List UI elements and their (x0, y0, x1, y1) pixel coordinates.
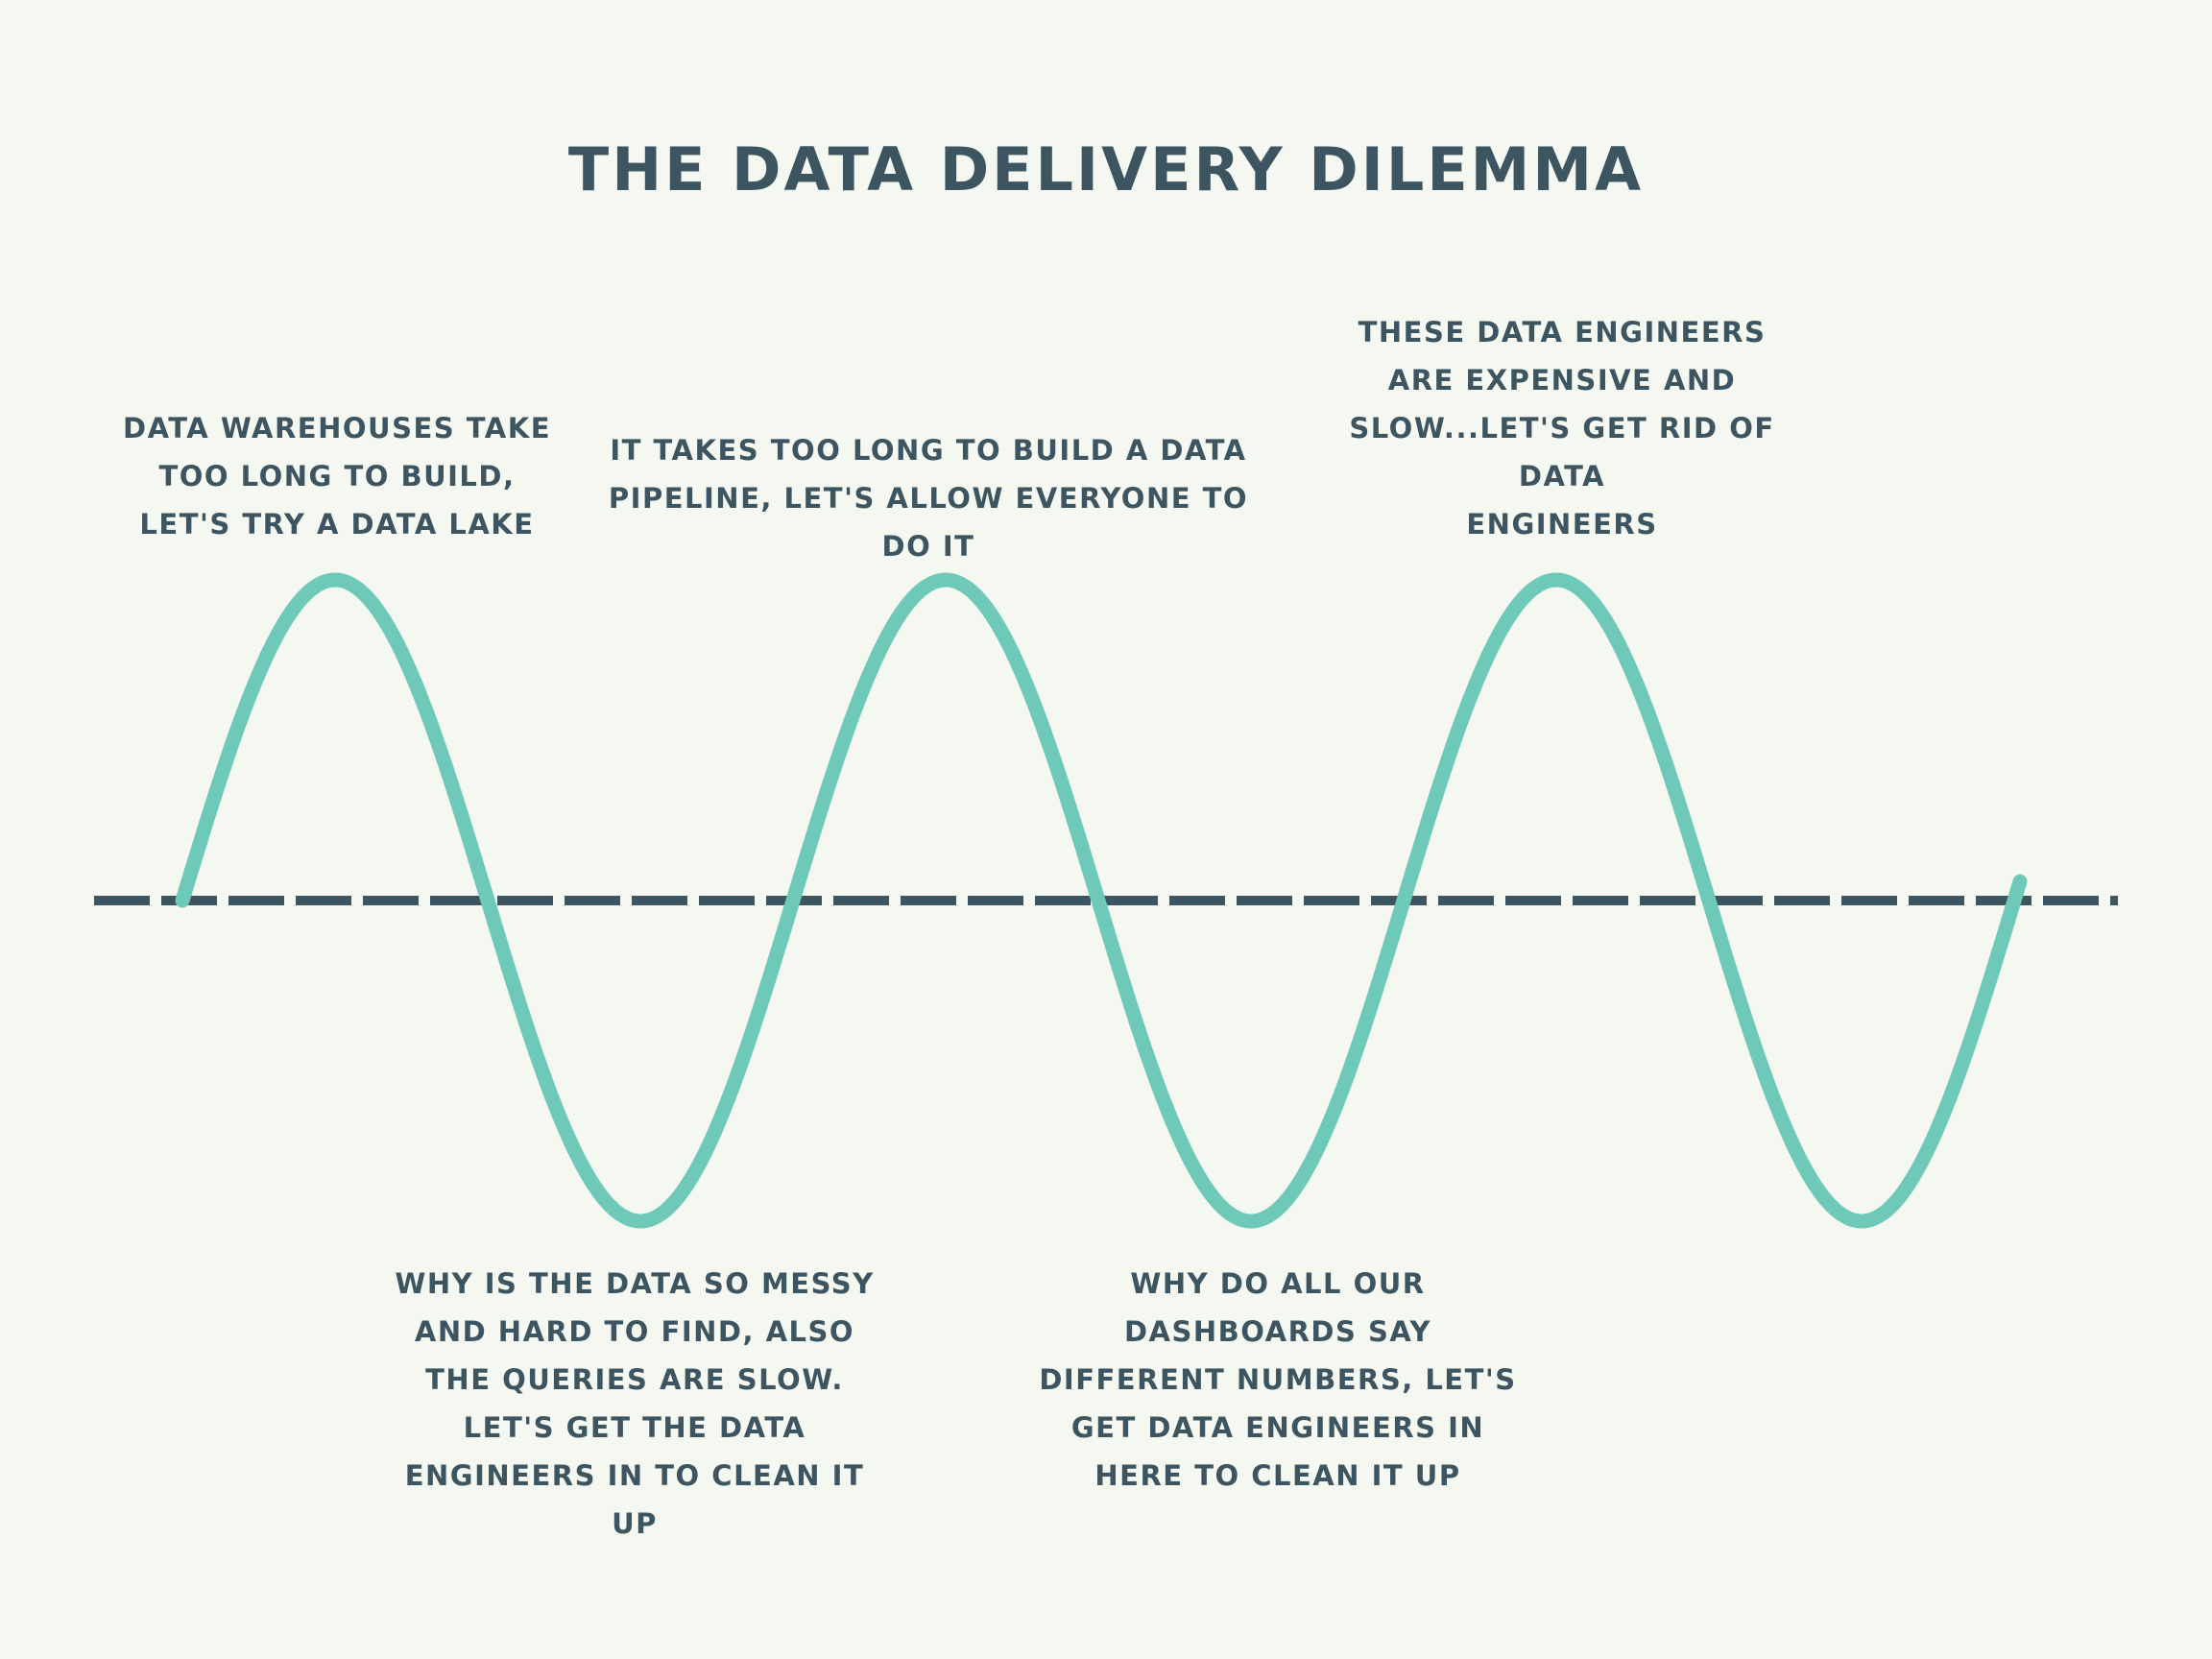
sine-wave (175, 572, 2028, 1229)
note-trough-2: WHY DO ALL OUR DASHBOARDS SAY DIFFERENT … (1039, 1267, 1517, 1492)
diagram-title: THE DATA DELIVERY DILEMMA (567, 134, 1645, 204)
note-trough-1: WHY IS THE DATA SO MESSY AND HARD TO FIN… (395, 1267, 875, 1540)
note-peak-3: THESE DATA ENGINEERS ARE EXPENSIVE AND S… (1349, 316, 1775, 541)
note-peak-1: DATA WAREHOUSES TAKE TOO LONG TO BUILD, … (122, 412, 552, 541)
note-peak-2: IT TAKES TOO LONG TO BUILD A DATA PIPELI… (608, 434, 1249, 563)
